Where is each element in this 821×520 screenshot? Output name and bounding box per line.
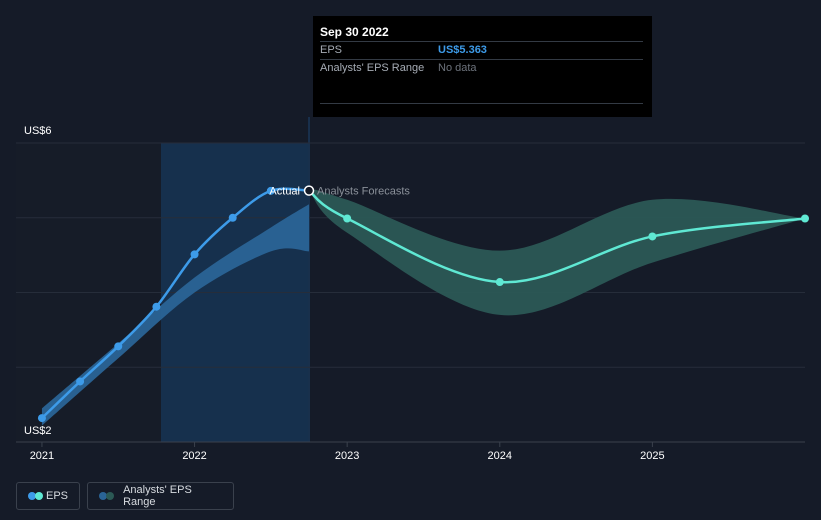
range-legend-dot-forecast [106,492,114,500]
forecast-range-band [309,187,805,316]
current-point [303,185,315,196]
x-tick-label: 2024 [488,450,512,462]
tooltip-divider [320,103,643,104]
actual-point [266,186,275,195]
eps-legend-dot-forecast [35,492,43,500]
range-legend-dot-actual [99,492,107,500]
tooltip-row-range: Analysts' EPS Range No data [320,59,643,77]
actual-range-band [41,204,310,426]
actual-annotation: Actual [269,186,300,198]
eps-legend-dot-actual [28,492,36,500]
legend-eps[interactable]: EPS [16,482,80,510]
actual-point [114,342,123,351]
eps-legend-icon [28,492,43,500]
legend-range-label: Analysts' EPS Range [123,484,192,508]
forecast-point [648,232,657,241]
x-tick-label: 2025 [640,450,664,462]
forecast-annotation: Analysts Forecasts [317,186,410,198]
legend-analysts-range[interactable]: Analysts' EPS Range [87,482,234,510]
y-axis-label-top: US$6 [24,125,52,137]
hover-column [308,117,311,442]
x-tick-label: 2022 [182,450,206,462]
actual-point [76,377,85,386]
forecast-point [801,214,809,223]
tooltip: Sep 30 2022 EPS US$5.363 Analysts' EPS R… [313,16,652,117]
tooltip-eps-label: EPS [320,44,343,56]
tooltip-row-eps: EPS US$5.363 [320,41,643,59]
x-tick-label: 2021 [30,450,54,462]
y-axis-label-bottom: US$2 [24,425,52,437]
forecast-point [343,214,352,223]
range-bands [41,187,805,426]
legend-eps-label: EPS [45,490,68,502]
range-legend-icon [99,492,116,500]
grid-lines [16,142,805,443]
tooltip-range-value: No data [438,62,477,74]
series-points [37,185,809,423]
tooltip-eps-value: US$5.363 [438,44,487,56]
tooltip-date: Sep 30 2022 [320,25,389,39]
actual-point [152,302,161,311]
forecast-point [495,278,504,287]
actual-point [190,250,199,259]
actual-line [41,187,310,419]
x-axis-ticks: 2021 2022 2023 2024 2025 [30,442,665,462]
actual-point [228,213,237,222]
tooltip-range-label: Analysts' EPS Range [320,62,425,74]
x-tick-label: 2023 [335,450,359,462]
actual-point [37,414,46,423]
